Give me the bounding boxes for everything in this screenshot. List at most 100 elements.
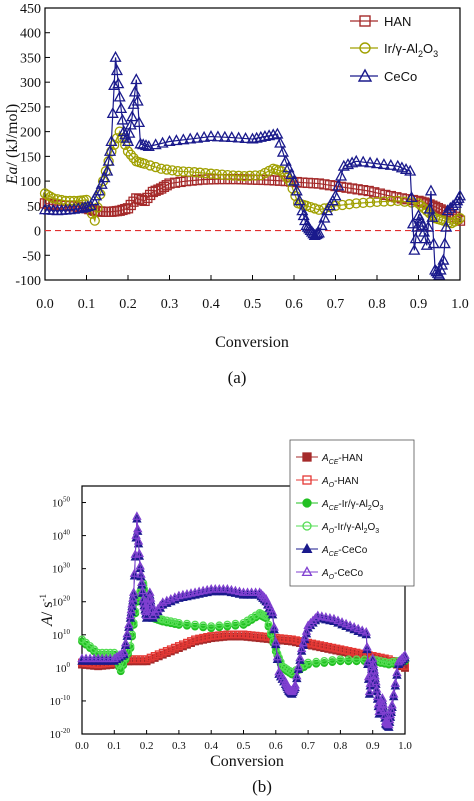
data-point-han bbox=[385, 190, 396, 202]
data-point-ir bbox=[358, 197, 369, 209]
data-point-han bbox=[187, 637, 195, 646]
data-point-han bbox=[208, 174, 219, 185]
data-point-ceco bbox=[427, 237, 440, 249]
data-point-han bbox=[131, 193, 142, 204]
legend-item-3: AO-Ir/γ-Al2O3 bbox=[296, 521, 379, 535]
data-point-ceco bbox=[337, 617, 347, 626]
data-point-ir bbox=[243, 616, 252, 625]
data-point-han bbox=[183, 638, 191, 647]
data-point-ceco bbox=[218, 130, 231, 142]
y-axis-label-b: A/ s-1 bbox=[38, 594, 56, 627]
data-point-han bbox=[344, 647, 353, 655]
data-point-ir bbox=[449, 216, 460, 227]
data-point-ceco bbox=[122, 628, 132, 638]
data-point-ir bbox=[344, 199, 355, 210]
data-point-ceco bbox=[232, 131, 245, 143]
data-point-han bbox=[332, 644, 341, 653]
legend-item-han: HAN bbox=[350, 14, 411, 29]
data-point-ceco bbox=[131, 94, 144, 106]
legend-marker bbox=[302, 521, 312, 531]
data-point-ceco bbox=[349, 622, 359, 631]
legend-label: AO-Ir/γ-Al2O3 bbox=[321, 522, 379, 535]
data-point-ceco bbox=[297, 209, 310, 221]
data-point-ceco bbox=[191, 131, 204, 143]
data-point-ceco bbox=[119, 646, 129, 656]
data-point-han bbox=[247, 631, 256, 640]
x-tick-label: 0.0 bbox=[75, 740, 89, 752]
data-point-han bbox=[356, 649, 365, 658]
data-point-ceco bbox=[282, 161, 295, 173]
data-point-ceco bbox=[112, 77, 125, 89]
data-point-ir bbox=[344, 655, 353, 664]
x-tick-label: 0.5 bbox=[244, 297, 262, 312]
data-point-ceco bbox=[234, 586, 245, 596]
data-point-han bbox=[133, 194, 145, 205]
legend-item-0: ACE-HAN bbox=[296, 452, 363, 466]
data-point-han bbox=[283, 635, 292, 643]
data-point-ir bbox=[222, 170, 233, 181]
data-point-ceco bbox=[353, 623, 363, 633]
data-point-ir bbox=[139, 158, 150, 169]
data-point-ceco bbox=[170, 134, 183, 146]
data-point-han bbox=[269, 175, 280, 186]
data-point-ir bbox=[89, 215, 100, 226]
legend-marker bbox=[301, 566, 313, 577]
data-point-ceco bbox=[128, 593, 138, 602]
data-point-ceco bbox=[305, 617, 316, 627]
data-point-han bbox=[211, 631, 220, 640]
data-point-ir bbox=[161, 164, 172, 175]
data-point-han bbox=[313, 178, 325, 189]
data-point-ceco bbox=[142, 139, 155, 151]
y-tick-label: -50 bbox=[22, 249, 41, 264]
x-tick-label: 0.7 bbox=[301, 740, 315, 752]
data-point-ir bbox=[384, 658, 393, 667]
data-point-ir bbox=[122, 146, 134, 157]
data-point-ir bbox=[223, 620, 232, 629]
data-point-han bbox=[302, 177, 313, 189]
data-point-ir bbox=[239, 618, 248, 627]
data-point-ceco bbox=[132, 511, 142, 520]
data-point-ceco bbox=[230, 585, 241, 595]
data-point-han bbox=[178, 640, 187, 649]
y-tick-label: 1020 bbox=[52, 595, 71, 609]
data-point-ceco bbox=[149, 138, 162, 150]
data-point-han bbox=[134, 655, 143, 664]
data-point-ceco bbox=[263, 129, 276, 141]
legend-item-2: ACE-Ir/γ-Al2O3 bbox=[296, 498, 384, 512]
data-point-han bbox=[243, 630, 252, 639]
y-tick-label: 1010 bbox=[52, 628, 71, 642]
data-point-ceco bbox=[350, 154, 363, 166]
data-point-ceco bbox=[424, 184, 437, 196]
data-point-ceco bbox=[116, 113, 129, 125]
data-point-ceco bbox=[387, 699, 397, 709]
data-point-ceco bbox=[127, 598, 137, 608]
data-point-ceco bbox=[341, 618, 351, 628]
svg-text:HAN: HAN bbox=[384, 14, 411, 29]
data-point-ir bbox=[200, 168, 211, 179]
data-point-ceco bbox=[325, 612, 335, 622]
data-point-ceco bbox=[110, 64, 123, 76]
data-point-ceco bbox=[121, 135, 135, 147]
data-point-ceco bbox=[269, 622, 279, 631]
data-point-han bbox=[223, 630, 232, 639]
legend-label: AO-CeCo bbox=[321, 568, 363, 581]
data-point-ir bbox=[371, 196, 383, 208]
data-point-ceco bbox=[163, 135, 176, 147]
data-point-ceco bbox=[372, 684, 382, 693]
legend-marker bbox=[301, 543, 313, 554]
data-point-ceco bbox=[385, 709, 396, 719]
legend-box-b bbox=[289, 439, 415, 587]
data-point-han bbox=[316, 641, 325, 650]
x-tick-label: 0.8 bbox=[368, 297, 386, 312]
data-point-han bbox=[255, 632, 264, 641]
y-tick-label: 450 bbox=[20, 2, 41, 17]
y-tick-label: 350 bbox=[20, 51, 41, 66]
x-tick-label: 0.5 bbox=[237, 740, 251, 752]
data-point-han bbox=[346, 183, 358, 194]
data-point-han bbox=[239, 630, 248, 639]
data-point-ir bbox=[183, 166, 195, 178]
x-tick-label: 0.4 bbox=[202, 297, 220, 312]
data-point-ir bbox=[207, 622, 216, 631]
data-point-ir bbox=[385, 196, 396, 207]
